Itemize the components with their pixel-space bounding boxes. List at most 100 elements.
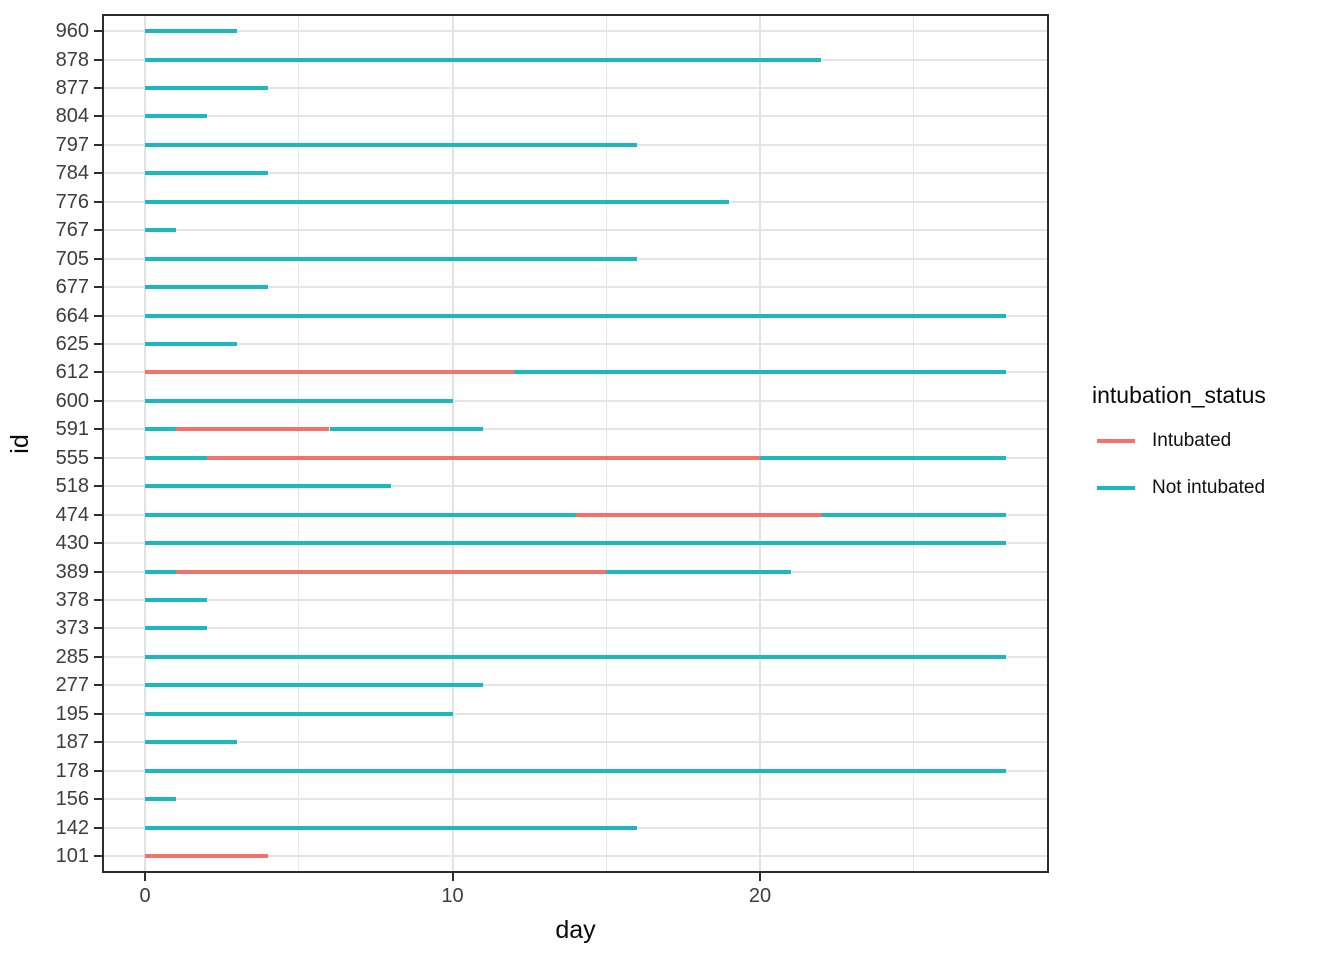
y-tick-label: 373 (55, 617, 89, 640)
y-tick-label: 776 (55, 190, 89, 213)
row-gridline (104, 172, 1047, 175)
y-tick-mark (94, 342, 102, 345)
major-gridline (144, 16, 146, 871)
timeline-segment (145, 199, 730, 204)
y-tick-mark (94, 598, 102, 601)
x-tick-label: 10 (441, 885, 464, 907)
legend-items: Intubated Not intubated (1092, 426, 1342, 503)
timeline-segment (145, 569, 176, 574)
y-tick-label: 378 (55, 588, 89, 611)
row-gridline (104, 684, 1047, 687)
y-tick-label: 101 (55, 844, 89, 867)
row-gridline (104, 854, 1047, 857)
legend-title: intubation_status (1092, 382, 1266, 408)
x-tick-label: 20 (748, 885, 772, 907)
timeline-segment (145, 626, 207, 631)
timeline-segment (145, 853, 268, 858)
y-tick-label: 804 (55, 105, 89, 128)
y-tick-mark (94, 428, 102, 431)
x-tick-mark (759, 873, 761, 881)
y-tick-label: 612 (55, 361, 89, 384)
minor-gridline (913, 16, 915, 871)
legend-item-label: Not intubated (1152, 477, 1266, 498)
timeline-segment (514, 370, 1006, 375)
y-tick-mark (94, 257, 102, 260)
y-tick-label: 187 (55, 731, 89, 754)
y-tick-mark (94, 826, 102, 829)
y-tick-label: 430 (55, 532, 89, 555)
timeline-segment (145, 541, 1006, 546)
y-tick-mark (94, 87, 102, 89)
y-tick-mark (94, 229, 102, 232)
row-gridline (104, 798, 1047, 800)
timeline-segment (145, 285, 268, 290)
row-gridline (104, 87, 1047, 89)
timeline-segment (145, 29, 238, 34)
y-tick-label: 625 (55, 332, 89, 355)
y-tick-mark (94, 570, 102, 573)
y-tick-label: 178 (55, 759, 89, 782)
y-tick-mark (94, 655, 102, 658)
y-tick-mark (94, 58, 102, 61)
minor-gridline (298, 16, 300, 871)
y-tick-label: 705 (55, 247, 89, 270)
y-tick-label: 277 (55, 674, 89, 697)
minor-gridline (605, 16, 607, 871)
y-tick-mark (94, 712, 102, 715)
timeline-segment (145, 142, 637, 147)
y-tick-label: 784 (55, 162, 89, 185)
legend-item: Not intubated (1092, 473, 1342, 503)
y-tick-mark (94, 286, 102, 289)
timeline-segment (145, 256, 637, 261)
y-tick-label: 877 (55, 77, 89, 99)
y-tick-mark (94, 513, 102, 516)
row-gridline (104, 342, 1047, 345)
timeline-segment (145, 398, 453, 403)
timeline-segment (145, 171, 268, 176)
row-gridline (104, 30, 1047, 33)
timeline-segment (145, 711, 453, 716)
y-tick-label: 664 (55, 304, 89, 327)
timeline-segment (145, 86, 268, 90)
row-gridline (104, 428, 1047, 431)
x-tick-label: 0 (139, 885, 151, 907)
timeline-segment (606, 569, 791, 574)
timeline-segment (145, 427, 176, 432)
y-tick-label: 142 (55, 816, 89, 839)
timeline-segment (145, 370, 514, 375)
row-gridline (104, 627, 1047, 630)
y-tick-label: 285 (55, 645, 89, 668)
row-gridline (104, 229, 1047, 232)
y-tick-label: 600 (55, 389, 89, 412)
y-tick-mark (94, 456, 102, 459)
y-tick-mark (94, 769, 102, 772)
y-tick-mark (94, 854, 102, 857)
y-tick-label: 878 (55, 48, 89, 71)
timeline-segment (175, 569, 607, 574)
y-tick-mark (94, 684, 102, 687)
x-tick-mark (144, 873, 146, 881)
timeline-segment (145, 57, 822, 62)
timeline-segment (145, 512, 576, 517)
y-tick-mark (94, 200, 102, 203)
timeline-segment (145, 455, 207, 460)
timeline-segment (145, 484, 391, 489)
timeline-segment (575, 512, 822, 517)
y-tick-label: 797 (55, 133, 89, 156)
legend-key-line (1097, 439, 1135, 443)
y-tick-label: 767 (55, 219, 89, 242)
y-tick-mark (94, 798, 102, 800)
y-tick-mark (94, 172, 102, 175)
legend-item-label: Intubated (1152, 430, 1232, 451)
row-gridline (104, 712, 1047, 715)
row-gridline (104, 741, 1047, 744)
timeline-segment (145, 114, 207, 119)
x-axis-title: day (555, 916, 596, 944)
timeline-segment (145, 654, 1006, 659)
y-tick-label: 389 (55, 560, 89, 583)
timeline-segment (821, 512, 1006, 517)
row-gridline (104, 598, 1047, 601)
y-tick-label: 677 (55, 276, 89, 299)
timeline-segment (175, 427, 330, 432)
